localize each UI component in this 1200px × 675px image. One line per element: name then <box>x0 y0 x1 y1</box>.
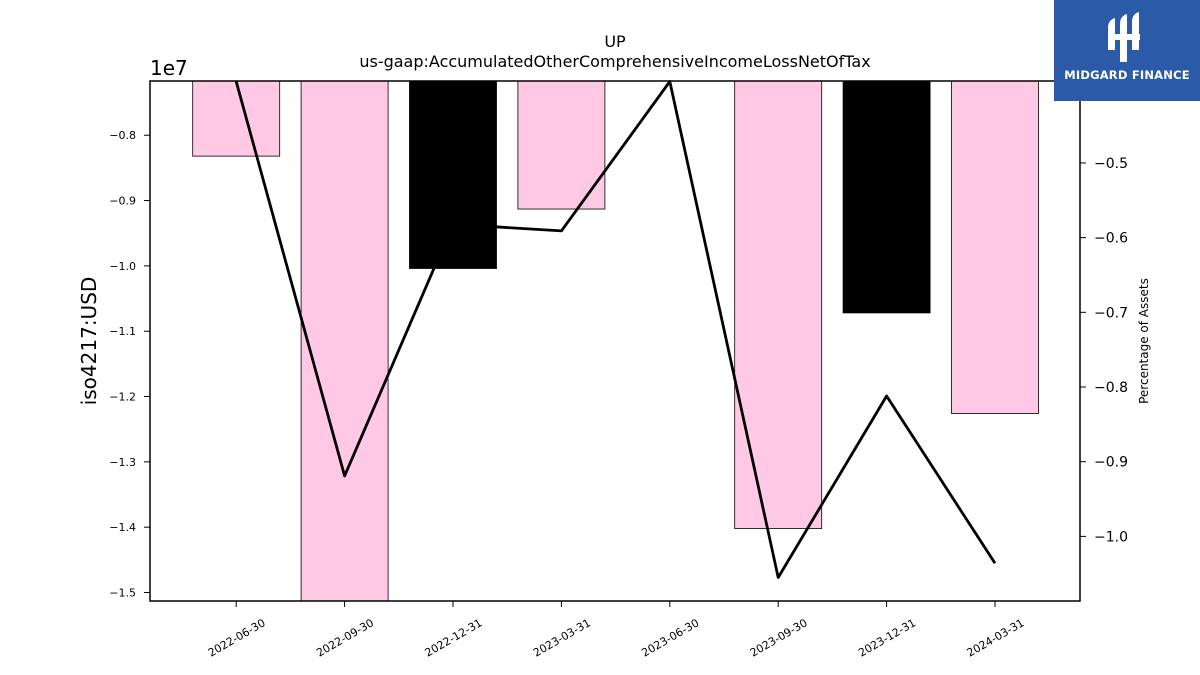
y-axis-offset-label: 1e7 <box>150 56 188 80</box>
bar-2022-09-30 <box>300 80 389 602</box>
y2-tick-label: −0.5 <box>1094 156 1128 172</box>
bar-2024-03-31 <box>951 80 1039 414</box>
y-tick-label: −0.8 <box>109 129 136 142</box>
plot-frame <box>149 80 1081 602</box>
logo-text: MIDGARD FINANCE <box>1064 68 1190 82</box>
y-tick-label: −1.4 <box>109 521 136 534</box>
bar-2023-09-30 <box>734 80 823 529</box>
y-tick-label: −1.5 <box>109 587 136 600</box>
chart-title: UP <box>604 32 626 51</box>
x-tick-label: 2024-03-31 <box>965 616 1027 659</box>
bar-series <box>192 80 1039 602</box>
y-tick-label: −1.1 <box>109 325 136 338</box>
y2-tick-label: −0.6 <box>1094 231 1128 247</box>
y-tick-label: −0.9 <box>109 195 136 208</box>
y-axis-left: −1.5 −1.4 −1.3 −1.2 −1.1 −1.0 −0.9 −0.8 <box>109 129 150 600</box>
y2-tick-label: −0.7 <box>1094 305 1128 321</box>
y-axis-right-label: Percentage of Assets <box>1137 278 1151 404</box>
midgard-finance-logo: MIDGARD FINANCE <box>1054 0 1200 101</box>
x-tick-label: 2023-09-30 <box>748 616 810 659</box>
chart-subtitle: us-gaap:AccumulatedOtherComprehensiveInc… <box>359 52 871 71</box>
bar-2023-03-31 <box>517 80 606 210</box>
y2-tick-label: −1.0 <box>1094 529 1128 545</box>
line-series <box>234 80 997 579</box>
y-axis-right: −1.0 −0.9 −0.8 −0.7 −0.6 −0.5 <box>1080 156 1128 545</box>
y-axis-label: iso4217:USD <box>77 277 101 406</box>
percentage-line <box>234 80 997 579</box>
bar-2022-06-30 <box>192 80 281 157</box>
y2-tick-label: −0.9 <box>1094 455 1128 471</box>
x-tick-label: 2023-03-31 <box>531 616 593 659</box>
x-axis: 2022-06-30 2022-09-30 2022-12-31 2023-03-31… <box>206 601 1027 660</box>
y-tick-label: −1.2 <box>109 391 136 404</box>
bar-2022-12-31 <box>409 80 497 269</box>
y-tick-label: −1.3 <box>109 456 136 469</box>
logo-mark-icon <box>1108 12 1140 62</box>
y-tick-label: −1.0 <box>109 260 136 273</box>
x-tick-label: 2022-06-30 <box>206 616 268 659</box>
x-tick-label: 2023-06-30 <box>639 616 701 659</box>
x-tick-label: 2023-12-31 <box>856 616 918 659</box>
x-tick-label: 2022-12-31 <box>423 616 485 659</box>
y2-tick-label: −0.8 <box>1094 380 1128 396</box>
bar-2023-12-31 <box>842 80 931 314</box>
x-tick-label: 2022-09-30 <box>314 616 376 659</box>
